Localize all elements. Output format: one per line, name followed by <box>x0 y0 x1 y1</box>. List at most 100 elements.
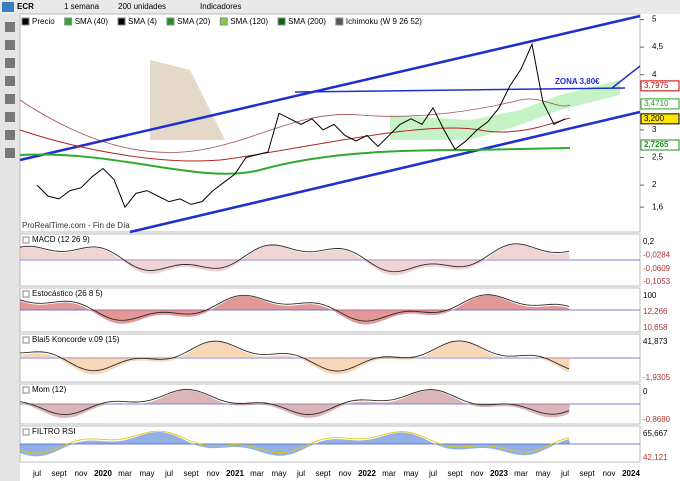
tool[interactable] <box>5 130 15 140</box>
arrow <box>611 65 641 89</box>
price-line <box>36 42 566 209</box>
panel-axis-label: 65,667 <box>643 429 668 438</box>
tool[interactable] <box>5 148 15 158</box>
legend-swatch <box>117 17 126 26</box>
toolbar <box>0 0 680 14</box>
tool-icons <box>5 22 15 158</box>
tool[interactable] <box>5 40 15 50</box>
panel-axis-label: -0,8680 <box>643 415 671 424</box>
price-tag-box <box>640 80 680 92</box>
legend-swatch <box>277 17 286 26</box>
x-tick-label: jul <box>164 469 173 478</box>
panel-title: FILTRO RSI <box>32 427 75 436</box>
watermark: ProRealTime.com - Fin de Día <box>22 221 130 230</box>
panel-axis-label: 0,2 <box>643 237 655 246</box>
x-tick-label: mar <box>514 469 528 478</box>
ichimoku-cloud <box>150 60 225 140</box>
price-tag-label: 3,4710 <box>644 99 669 108</box>
panel-area <box>20 244 570 276</box>
x-tick-label: 2021 <box>226 469 244 478</box>
y-tick-label: 1,6 <box>652 202 664 211</box>
x-tick-label: sept <box>447 469 463 478</box>
panel-axis-label: -0,0609 <box>643 264 671 273</box>
panel-axis-label: 12,266 <box>643 307 668 316</box>
x-tick-label: nov <box>207 469 220 478</box>
x-tick-label: sept <box>315 469 331 478</box>
panel-area <box>20 390 570 418</box>
x-tick-label: may <box>139 469 154 478</box>
y-tick-label: 4 <box>652 70 657 79</box>
panel-axis-label: -1,9305 <box>643 373 671 382</box>
legend-swatch <box>21 17 30 26</box>
panel-line <box>19 243 570 273</box>
panel-area <box>20 431 570 457</box>
panel-area <box>20 295 570 325</box>
legend-label: SMA (120) <box>230 17 268 26</box>
legend-label: SMA (20) <box>177 17 211 26</box>
annotation: ZONA 3,80€ <box>555 77 600 86</box>
y-tick-label: 3 <box>652 125 657 134</box>
channel-line <box>19 14 641 162</box>
legend-label: Ichimoku (W 9 26 52) <box>346 17 422 26</box>
x-tick-label: jul <box>428 469 437 478</box>
timeframe[interactable]: 1 semana <box>64 2 100 11</box>
legend-label: SMA (40) <box>75 17 109 26</box>
price-tag-label: 3,200 <box>644 114 665 123</box>
panel-checkbox <box>22 290 30 298</box>
y-tick-label: 2 <box>652 180 657 189</box>
panel-title: Estocástico (26 8 5) <box>32 289 103 298</box>
panel-line <box>19 388 570 416</box>
legend-swatch <box>64 17 73 26</box>
panel-title: Blai5 Koncorde v.09 (15) <box>32 335 120 344</box>
tool[interactable] <box>5 58 15 68</box>
panel-axis-label: 41,873 <box>643 337 668 346</box>
units[interactable]: 200 unidades <box>118 2 166 11</box>
x-tick-label: sept <box>183 469 199 478</box>
x-tick-label: 2022 <box>358 469 376 478</box>
price-tag-box <box>640 98 680 110</box>
legend-swatch <box>219 17 228 26</box>
y-tick-label: 5 <box>652 15 657 24</box>
panel-area <box>20 341 570 375</box>
x-tick-label: nov <box>471 469 484 478</box>
tool[interactable] <box>5 22 15 32</box>
symbol[interactable]: ECR <box>17 2 34 11</box>
panel-axis-label: 10,658 <box>643 323 668 332</box>
indicators-button[interactable]: Indicadores <box>200 2 241 11</box>
x-tick-label: nov <box>75 469 88 478</box>
panel-axis-label: 100 <box>643 291 657 300</box>
sma-line <box>19 117 571 162</box>
main-plot <box>19 13 641 233</box>
panel-line <box>19 294 570 322</box>
sma-line <box>19 98 571 153</box>
panel-axis-label: -0,0284 <box>643 250 671 259</box>
panel-axis-label: -0,1053 <box>643 277 671 286</box>
legend-swatch <box>166 17 175 26</box>
x-tick-label: sept <box>579 469 595 478</box>
ichimoku-cloud <box>390 80 620 140</box>
tool[interactable] <box>5 112 15 122</box>
x-tick-label: may <box>535 469 550 478</box>
x-tick-label: 2020 <box>94 469 112 478</box>
x-tick-label: mar <box>382 469 396 478</box>
tool[interactable] <box>5 76 15 86</box>
x-tick-label: sept <box>51 469 67 478</box>
symbol-icon[interactable] <box>2 2 14 12</box>
price-tag-label: 2,7265 <box>644 140 669 149</box>
channel-line <box>129 110 641 234</box>
y-tick-label: 4,5 <box>652 42 664 51</box>
panel-axis-label: 42,121 <box>643 453 668 462</box>
x-tick-label: may <box>403 469 418 478</box>
panel-title: Mom (12) <box>32 385 67 394</box>
tool[interactable] <box>5 94 15 104</box>
resistance-line <box>294 87 626 93</box>
legend-label: SMA (200) <box>288 17 326 26</box>
y-tick-label: 2,5 <box>652 153 664 162</box>
sma-line <box>19 147 571 175</box>
x-tick-label: 2023 <box>490 469 508 478</box>
x-tick-label: nov <box>603 469 616 478</box>
panel-checkbox <box>22 236 30 244</box>
legend-label: SMA (4) <box>128 17 157 26</box>
